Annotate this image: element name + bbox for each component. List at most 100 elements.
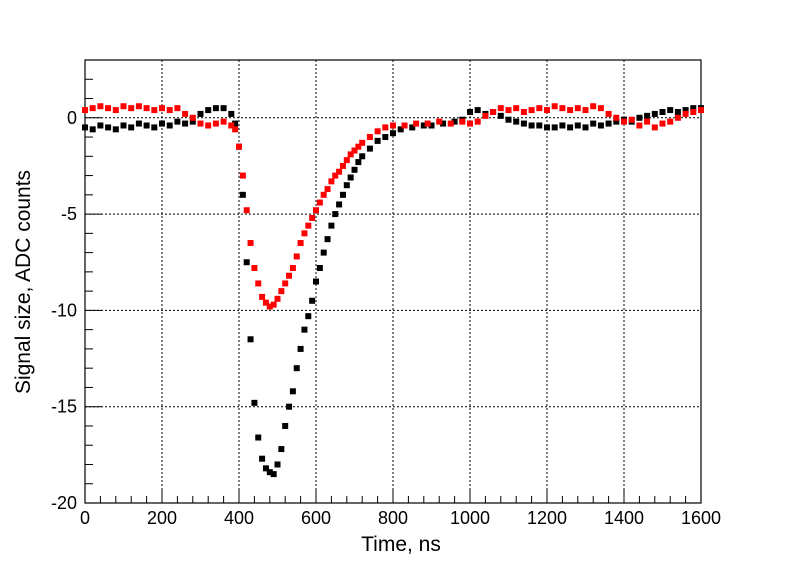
data-point [597, 122, 604, 129]
data-point [605, 110, 612, 117]
data-point [513, 118, 520, 125]
data-point [544, 124, 550, 131]
data-point [320, 191, 327, 198]
data-point [451, 118, 458, 125]
data-point [266, 303, 273, 310]
x-tick-label: 0 [80, 508, 90, 528]
data-point [490, 109, 497, 116]
data-point [397, 126, 404, 133]
data-point [243, 207, 250, 214]
data-point [293, 365, 300, 372]
data-point [420, 122, 427, 129]
data-point [309, 214, 316, 221]
data-point [301, 230, 308, 237]
data-point [247, 239, 254, 246]
data-point [128, 105, 135, 112]
data-point [347, 151, 354, 158]
data-point [474, 118, 481, 125]
data-point [551, 124, 558, 131]
y-tick-label: 0 [67, 108, 77, 128]
data-point [293, 253, 300, 260]
data-point [266, 469, 273, 476]
data-point [259, 293, 266, 300]
data-point [286, 403, 293, 410]
data-point [459, 118, 466, 125]
data-point [409, 124, 416, 131]
data-point [212, 105, 219, 112]
data-point [440, 120, 447, 127]
data-point [651, 124, 658, 131]
data-point [112, 107, 119, 114]
data-point [621, 118, 627, 125]
data-point [343, 157, 350, 164]
x-tick-label: 400 [224, 508, 254, 528]
data-point [105, 124, 112, 131]
data-point [605, 120, 612, 127]
data-point [559, 122, 566, 129]
data-point [151, 124, 158, 131]
data-point [278, 446, 285, 453]
data-point [182, 120, 189, 127]
data-point [159, 120, 165, 127]
data-point [251, 265, 258, 272]
data-point [574, 122, 581, 129]
data-point [324, 236, 331, 243]
data-point [212, 120, 219, 127]
data-point [232, 126, 239, 133]
data-point [174, 105, 181, 112]
data-point [243, 259, 250, 266]
data-point [239, 172, 246, 179]
data-point [220, 105, 227, 112]
data-point [582, 107, 589, 114]
data-point [667, 107, 674, 114]
data-point [682, 110, 689, 117]
data-point [274, 461, 281, 468]
data-point [120, 103, 127, 110]
data-point [567, 107, 574, 114]
data-point [135, 103, 142, 110]
y-tick-label: -10 [51, 300, 77, 320]
data-point [690, 109, 697, 116]
data-point [328, 178, 335, 185]
x-tick-label: 1200 [527, 508, 567, 528]
data-point [289, 265, 296, 272]
data-point [289, 388, 296, 395]
data-point [205, 122, 212, 129]
data-point [247, 336, 254, 343]
data-point [112, 126, 119, 133]
x-tick-label: 800 [378, 508, 408, 528]
data-point [351, 147, 358, 154]
data-point [659, 109, 666, 116]
data-point [390, 130, 396, 137]
x-tick-label: 1400 [604, 508, 644, 528]
data-point [436, 118, 443, 125]
data-point [513, 105, 520, 112]
data-point [324, 186, 331, 193]
data-point [262, 299, 269, 306]
data-point [320, 249, 327, 256]
data-point [228, 110, 235, 117]
data-point [89, 105, 96, 112]
data-point [651, 110, 658, 117]
data-point [313, 278, 319, 285]
data-point [574, 105, 581, 112]
data-point [332, 172, 339, 179]
data-point [301, 326, 308, 333]
data-point [682, 107, 689, 114]
data-point [690, 105, 697, 112]
data-point [597, 105, 604, 112]
data-point [309, 297, 316, 304]
data-point [505, 107, 512, 114]
data-point [536, 105, 543, 112]
data-point [82, 124, 88, 131]
x-tick-label: 1000 [450, 508, 490, 528]
data-point [197, 110, 204, 117]
data-point [282, 280, 289, 287]
data-point [97, 122, 104, 129]
data-point [228, 122, 235, 129]
data-point [559, 105, 566, 112]
data-point [401, 122, 408, 129]
data-point [97, 103, 104, 110]
